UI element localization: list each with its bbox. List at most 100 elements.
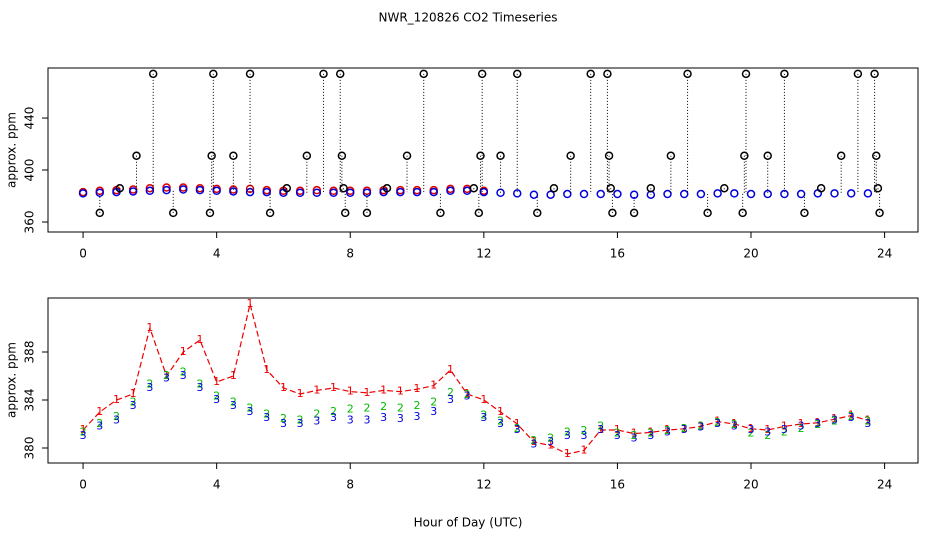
point-marker: 2 (631, 429, 638, 442)
point-marker: 2 (146, 377, 153, 390)
point (846, 189, 856, 198)
point-marker: 3 (180, 369, 187, 382)
point-marker: 1 (714, 415, 721, 428)
point (666, 151, 676, 160)
point (613, 189, 622, 199)
point-marker: 1 (414, 382, 421, 395)
point-marker: 3 (864, 417, 871, 430)
point-marker: 2 (497, 415, 504, 428)
point (696, 189, 706, 199)
point-marker: 2 (530, 434, 537, 447)
point-marker: 1 (497, 405, 504, 418)
point (302, 151, 312, 160)
point (335, 69, 345, 79)
point (195, 185, 205, 195)
point-marker: 2 (848, 410, 855, 423)
point-marker: 2 (363, 401, 370, 414)
point (128, 187, 138, 196)
point-marker: 1 (263, 363, 270, 376)
point (162, 183, 171, 192)
point-marker: 2 (113, 410, 120, 423)
x-tick-label: 12 (476, 247, 491, 261)
point (875, 208, 884, 218)
point (549, 183, 559, 193)
point-marker: 1 (514, 417, 521, 430)
point (780, 189, 789, 199)
point-marker: 3 (313, 415, 320, 428)
point (713, 189, 722, 198)
point (162, 185, 171, 195)
y-axis-label: approx. ppm (5, 112, 19, 188)
point (629, 190, 639, 199)
point (95, 208, 105, 218)
point-marker: 1 (664, 423, 671, 436)
point (873, 183, 883, 193)
point-marker: 3 (414, 410, 421, 423)
point-marker: 2 (581, 424, 588, 437)
point (683, 69, 692, 79)
x-tick-label: 0 (79, 478, 87, 492)
point-marker: 2 (547, 431, 554, 444)
point-marker: 3 (330, 411, 337, 424)
point (148, 69, 158, 79)
point (212, 186, 221, 196)
point (586, 69, 595, 79)
y-tick-label: 384 (23, 389, 37, 412)
point-marker: 3 (430, 405, 437, 418)
point (853, 69, 863, 79)
point-marker: 3 (647, 429, 654, 442)
x-tick-label: 16 (610, 247, 625, 261)
point (663, 189, 672, 199)
point-marker: 1 (180, 345, 187, 358)
point (419, 69, 428, 79)
plot-frame (47, 67, 919, 233)
point-marker: 3 (113, 413, 120, 426)
point-marker: 3 (848, 411, 855, 424)
point-marker: 3 (480, 411, 487, 424)
point (566, 151, 575, 160)
point-marker: 3 (80, 429, 87, 442)
point-marker: 2 (163, 369, 170, 382)
point (402, 151, 412, 160)
point-marker: 2 (681, 422, 688, 435)
point-marker: 2 (447, 386, 454, 399)
point (396, 187, 405, 197)
point (429, 187, 438, 197)
point (596, 189, 605, 199)
point-marker: 3 (530, 437, 537, 450)
point-marker: 1 (330, 381, 337, 394)
point-marker: 3 (297, 417, 304, 430)
point-marker: 2 (564, 425, 571, 438)
x-tick-label: 24 (877, 247, 892, 261)
point (132, 151, 141, 160)
point-marker: 1 (430, 379, 437, 392)
point-marker: 1 (547, 439, 554, 452)
point-marker: 3 (798, 419, 805, 432)
point (477, 69, 487, 79)
point-marker: 1 (764, 423, 771, 436)
point-marker: 1 (363, 386, 370, 399)
point-marker: 3 (697, 421, 704, 434)
point (362, 188, 372, 198)
point-marker: 3 (731, 419, 738, 432)
point-marker: 3 (514, 423, 521, 436)
point (730, 189, 739, 198)
point-marker: 1 (814, 416, 821, 429)
point (362, 208, 372, 218)
point-marker: 1 (831, 412, 838, 425)
point (265, 208, 275, 218)
point (179, 185, 188, 194)
point (474, 208, 484, 218)
x-tick-label: 20 (743, 478, 758, 492)
point-marker: 1 (130, 387, 137, 400)
point (780, 69, 789, 79)
point-marker: 2 (480, 409, 487, 422)
point (720, 183, 729, 193)
point-marker: 1 (347, 385, 354, 398)
point-marker: 1 (681, 422, 688, 435)
point-marker: 2 (213, 389, 220, 402)
point-marker: 2 (764, 429, 771, 442)
point (533, 208, 542, 218)
point-marker: 1 (731, 417, 738, 430)
